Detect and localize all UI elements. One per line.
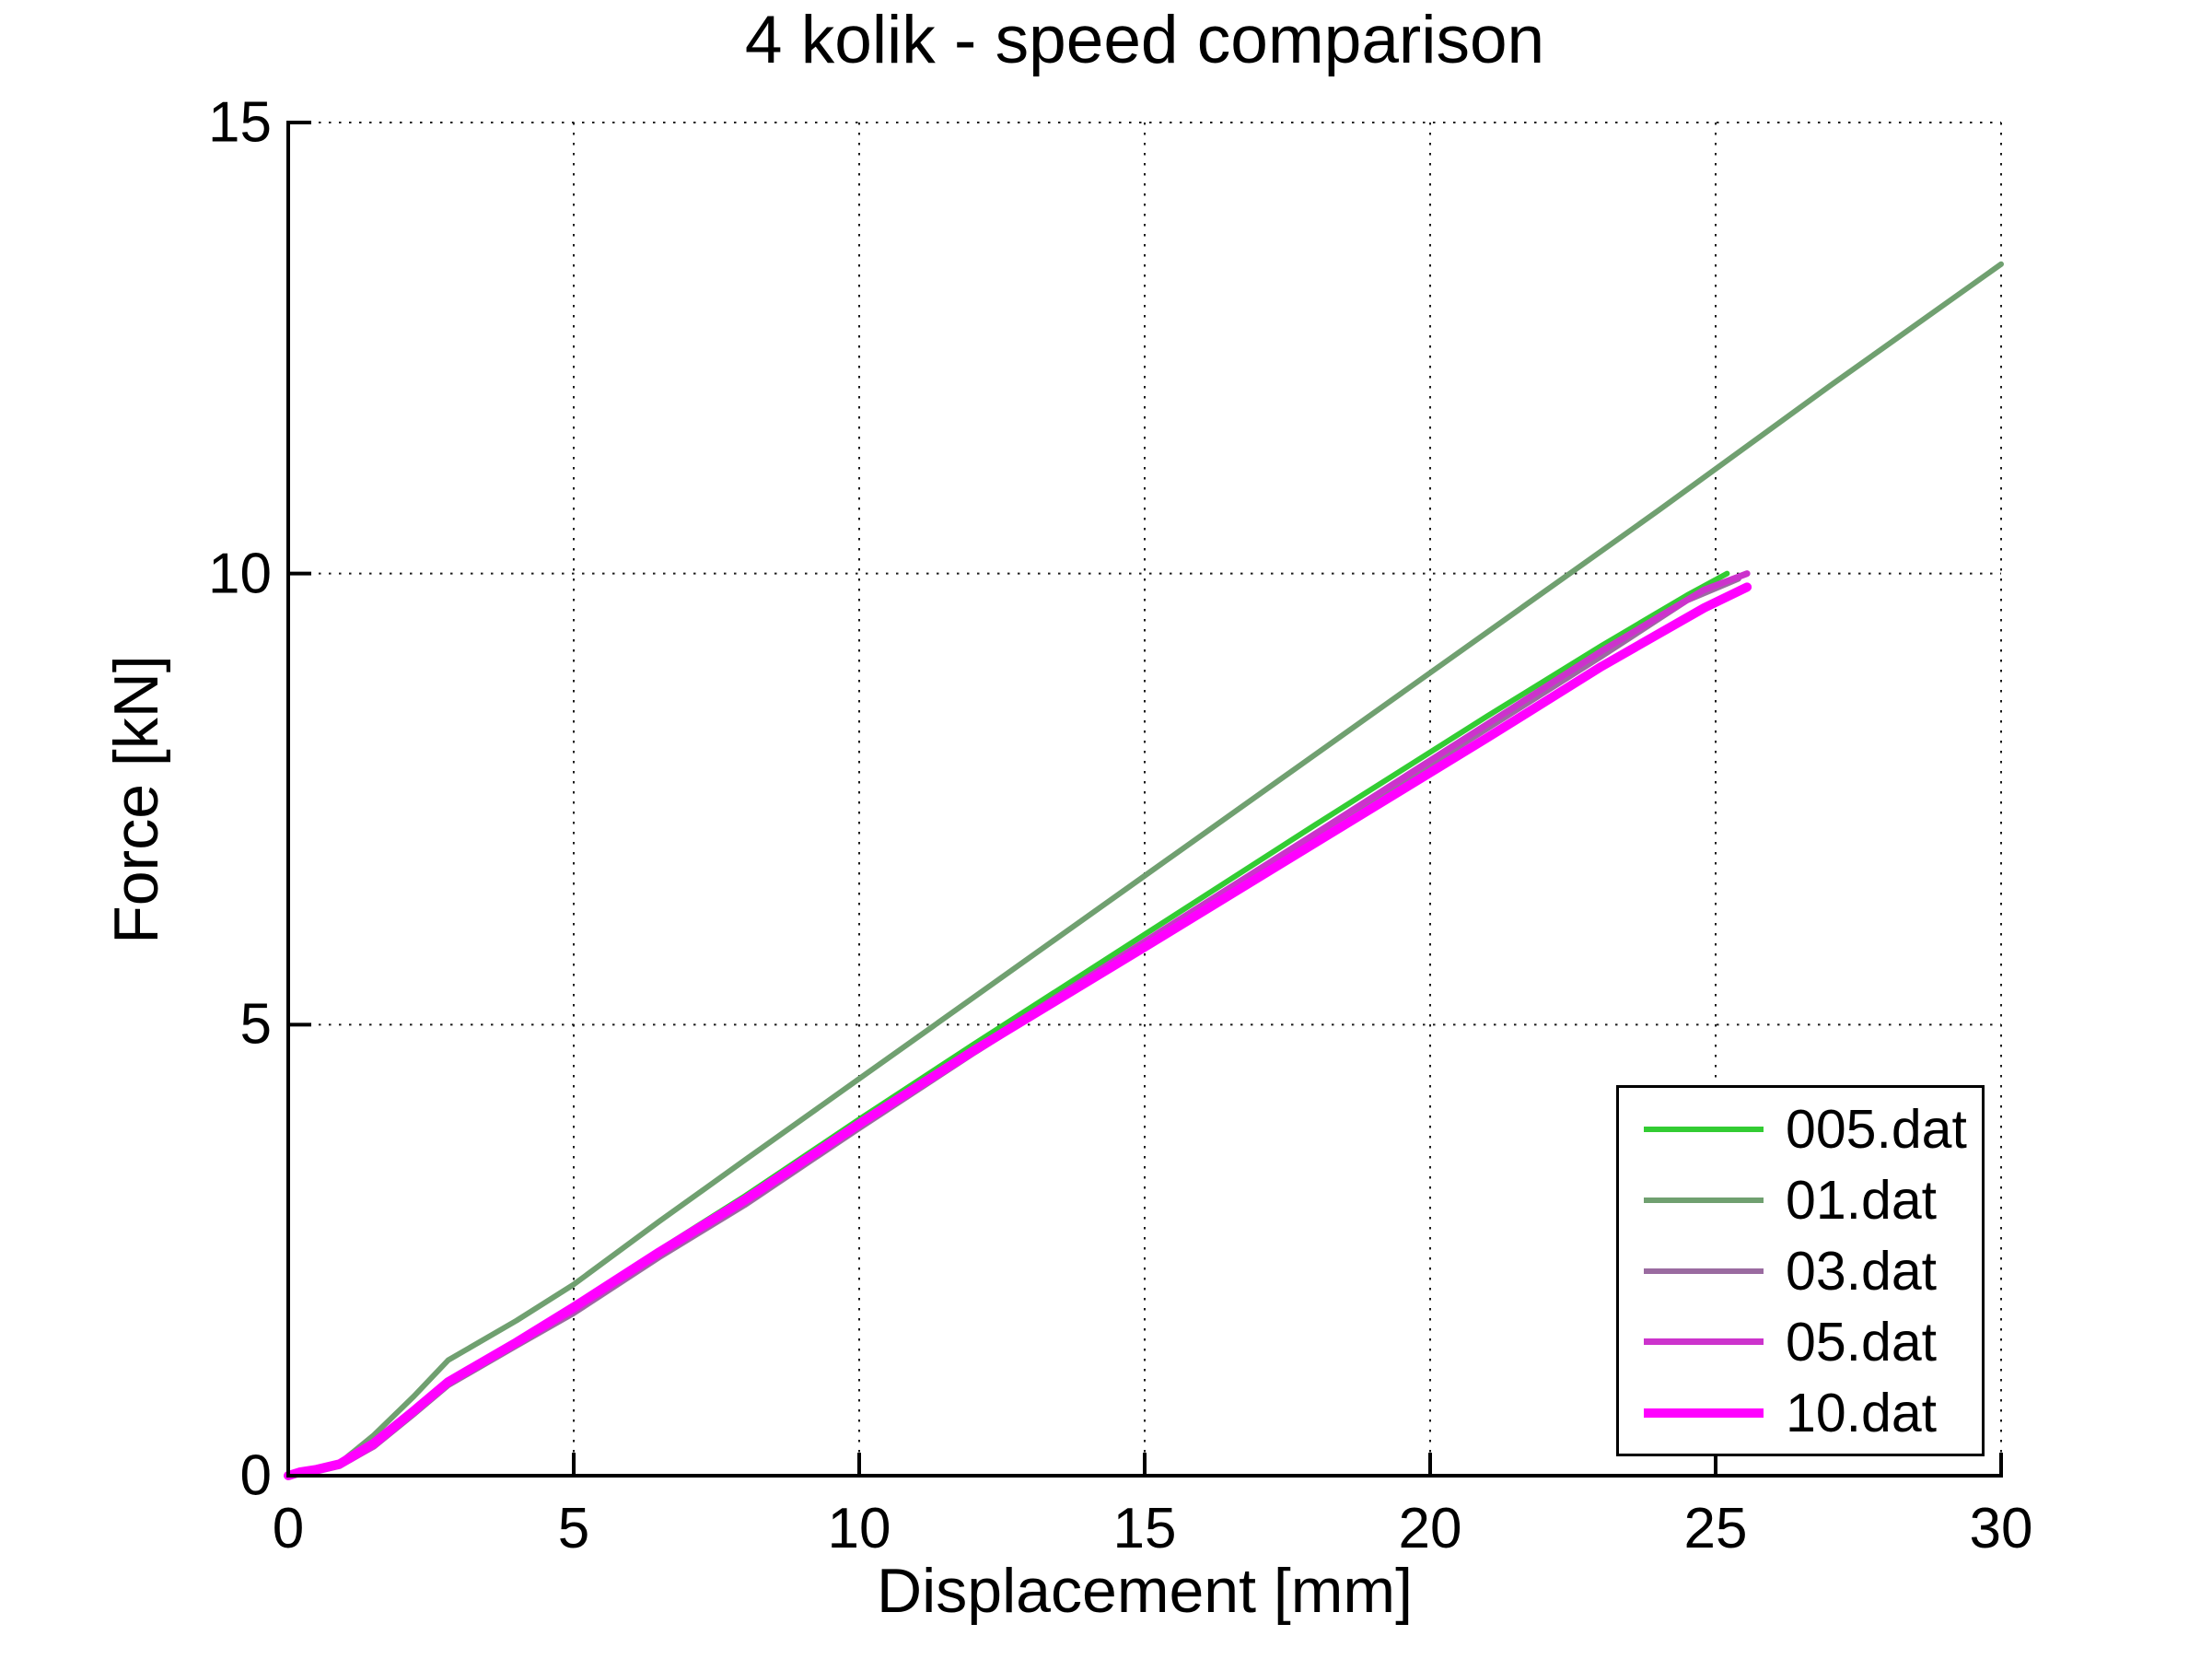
legend-item: 10.dat: [1619, 1380, 1982, 1446]
x-tick-label-10: 10: [827, 1497, 891, 1560]
x-tick-label-15: 15: [1112, 1497, 1177, 1560]
legend-line-swatch: [1644, 1268, 1764, 1274]
legend-item: 01.dat: [1619, 1167, 1982, 1233]
legend: 005.dat 01.dat 03.dat 05.dat 10.dat: [1616, 1085, 1985, 1456]
y-tick-label-15: 15: [208, 90, 272, 155]
legend-label: 10.dat: [1786, 1382, 1938, 1443]
x-tick-label-0: 0: [272, 1497, 305, 1560]
x-axis-label: Displacement [mm]: [877, 1556, 1413, 1626]
x-tick-label-20: 20: [1398, 1497, 1462, 1560]
legend-item: 05.dat: [1619, 1309, 1982, 1375]
y-axis-label: Force [kN]: [101, 655, 171, 944]
legend-item: 005.dat: [1619, 1096, 1982, 1162]
legend-label: 05.dat: [1786, 1311, 1938, 1373]
legend-line-swatch: [1644, 1197, 1764, 1203]
chart-title: 4 kolik - speed comparison: [744, 3, 1545, 77]
legend-line-swatch: [1644, 1338, 1764, 1345]
series-line-10.dat: [284, 582, 1752, 1480]
legend-line-swatch: [1644, 1126, 1764, 1132]
legend-item: 03.dat: [1619, 1238, 1982, 1304]
x-tick-label-5: 5: [557, 1497, 590, 1560]
y-tick-label-0: 0: [239, 1443, 272, 1508]
x-tick-label-30: 30: [1969, 1497, 2033, 1560]
legend-label: 03.dat: [1786, 1240, 1938, 1302]
x-tick-label-25: 25: [1683, 1497, 1748, 1560]
legend-line-swatch: [1644, 1408, 1764, 1418]
y-tick-label-10: 10: [208, 542, 272, 606]
legend-label: 005.dat: [1786, 1098, 1967, 1160]
y-tick-label-5: 5: [239, 992, 272, 1057]
legend-label: 01.dat: [1786, 1169, 1938, 1231]
